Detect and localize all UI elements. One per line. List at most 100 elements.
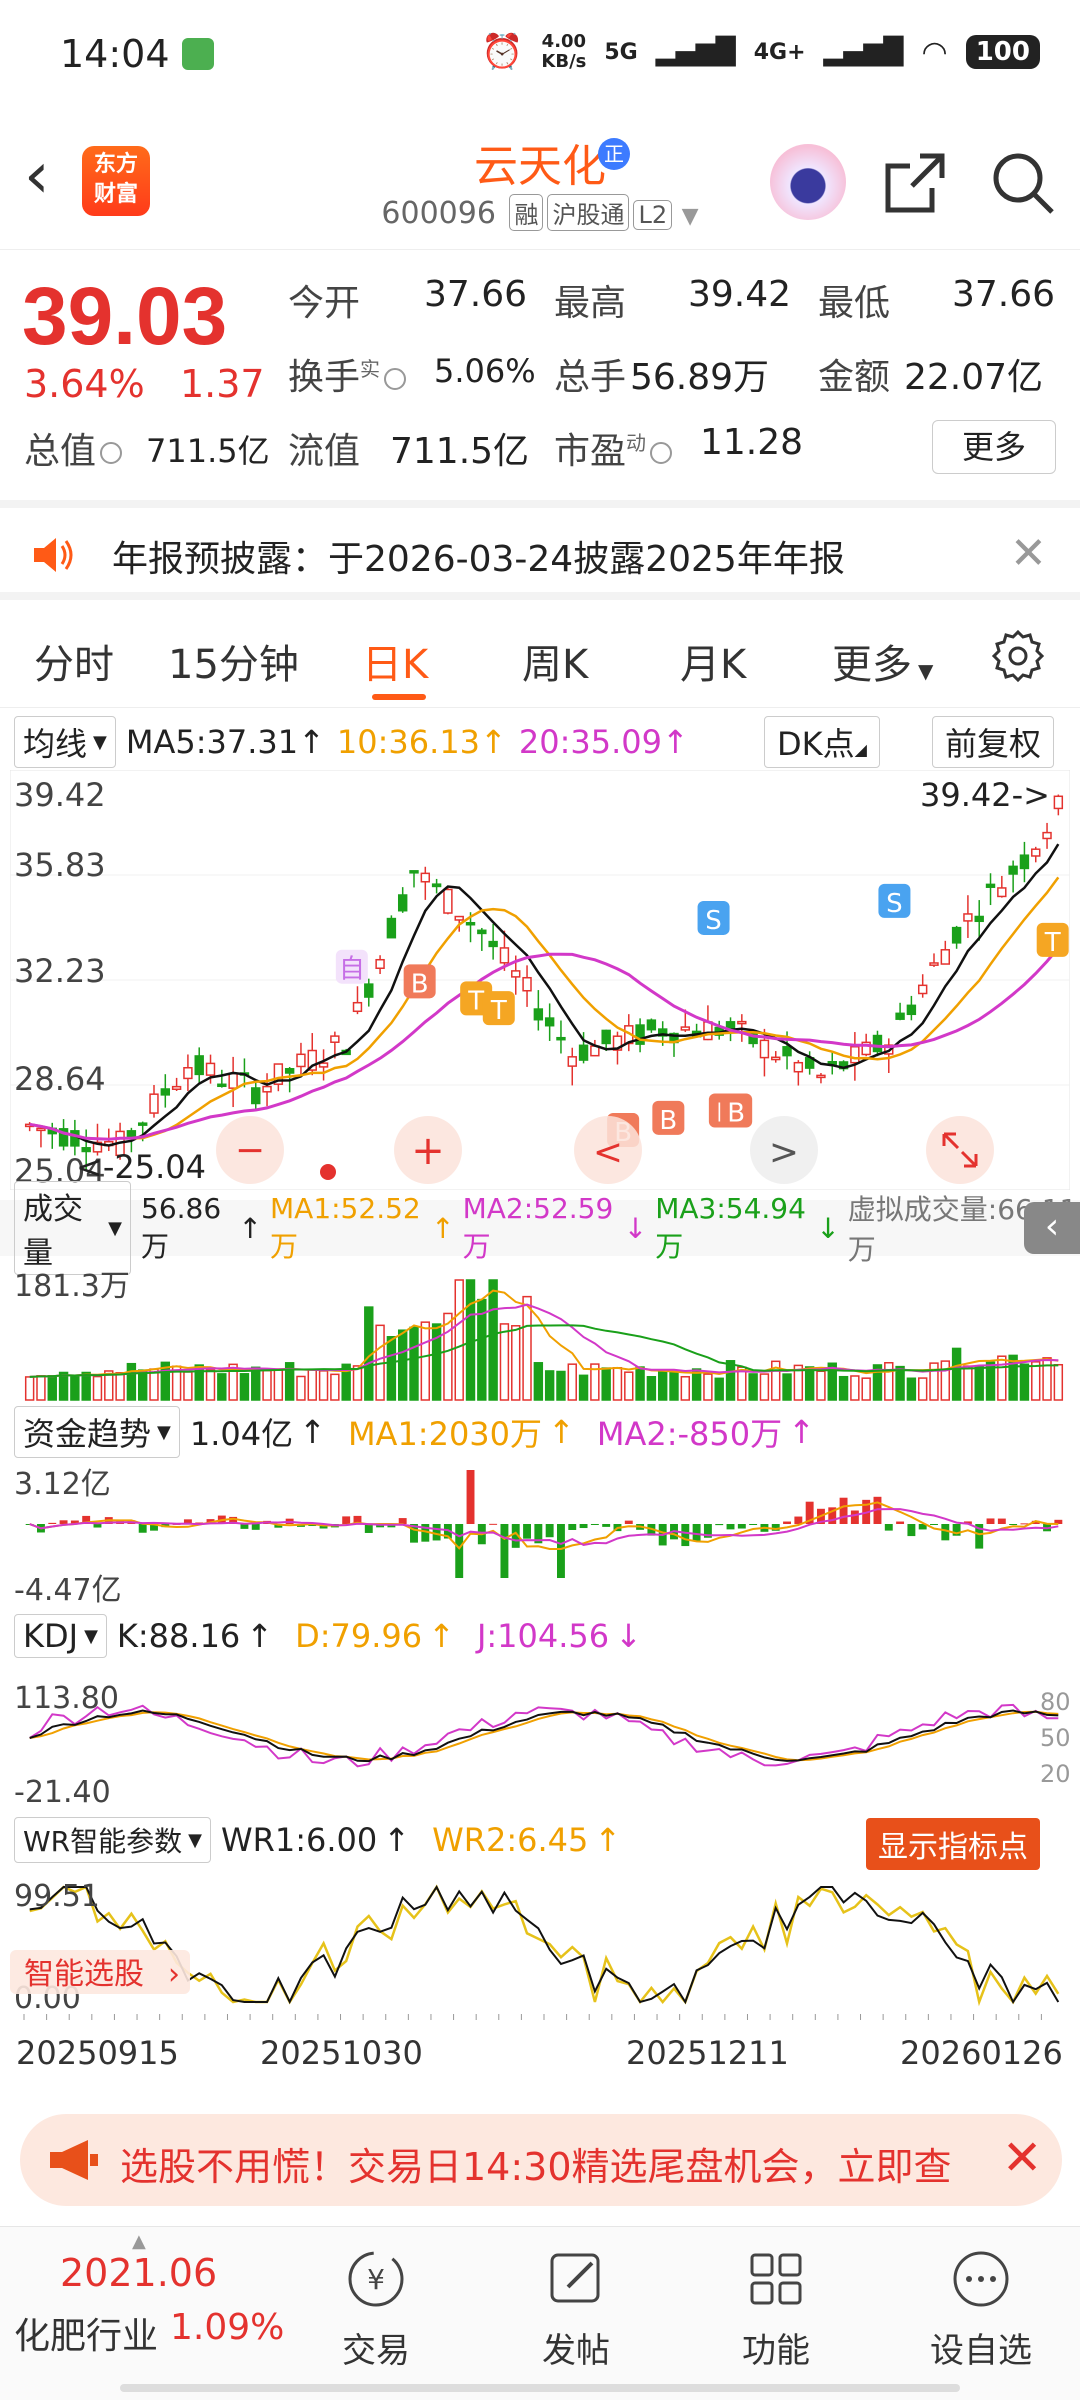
volume-bar [1019,1363,1030,1401]
dk-button[interactable]: DK点◢ [764,716,880,768]
kdj-ref-80: 80 [1040,1688,1070,1716]
volume-ma3-line [29,1324,1059,1378]
volume-bar [104,1370,114,1401]
volume-bar [81,1371,91,1401]
up-arrow-icon: ↑ [299,1413,326,1451]
volume-bar [318,1370,329,1401]
side-panel-toggle-icon[interactable]: ‹ [1024,1202,1080,1254]
volume-selector[interactable]: 成交量 ▼ [14,1181,132,1275]
zoom-out-icon: − [235,1130,265,1171]
tab-timeshare[interactable]: 分时 [34,642,114,688]
signal-badge [403,964,436,999]
scroll-right-button[interactable] [750,1116,818,1184]
ma10-value: 10:36.13 [336,723,481,761]
more-button[interactable]: 更多 [932,420,1056,474]
eastmoney-logo-icon[interactable]: 东方 财富 [82,146,150,216]
fullscreen-button[interactable] [926,1116,994,1184]
candle-body [228,1072,238,1089]
caret-down-icon: ▼ [93,731,107,753]
back-icon[interactable]: ‹ [24,139,50,213]
promo-banner[interactable]: 选股不用慌！交易日14:30精选尾盘机会，立即查 ✕ [20,2114,1062,2206]
low-marker: <-25.04 [76,1148,206,1186]
kline-ma-lines [29,843,1060,1147]
show-points-button[interactable]: 显示指标点 [866,1818,1040,1870]
candle-body [771,1056,781,1061]
wr-chart: 99.51 0.00 智能选股 › [10,1879,1060,2012]
tab-daily-k[interactable]: 日K [362,642,429,688]
info-icon[interactable] [384,368,407,390]
candle-body [793,1061,804,1073]
candle-body [511,970,521,978]
nav-add-watchlist[interactable]: 设自选 [916,2247,1046,2372]
fund-trend-selector[interactable]: 资金趋势 ▼ [14,1406,180,1458]
candle-body [171,1085,182,1090]
assistant-robot-icon[interactable] [770,144,846,220]
search-icon[interactable] [988,148,1058,218]
volume-bar [850,1375,860,1401]
candle-body [499,947,510,964]
industry-index-value[interactable]: 2021.06 [60,2251,218,2295]
tab-more[interactable]: 更多 ▼ [832,632,933,690]
nav-trade[interactable]: ¥ 交易 [316,2247,436,2372]
fund-bar [771,1524,780,1531]
industry-name[interactable]: 化肥行业 [14,2316,159,2357]
tab-monthly-k[interactable]: 月K [680,642,747,688]
zoom-in-button[interactable] [394,1116,462,1184]
signal-label: B [727,1099,745,1129]
nav-post[interactable]: 发帖 [516,2247,636,2372]
fund-bar [590,1524,599,1525]
ma10-line [29,876,1060,1141]
chevron-right-icon: › [168,1957,180,1992]
up-arrow-icon: ↑ [788,1413,815,1451]
volume-bar [296,1375,306,1401]
zoom-out-button[interactable] [216,1116,284,1184]
kdj-top-label: 113.80 [14,1681,119,1716]
candle-body [759,1039,770,1059]
scroll-left-button[interactable] [574,1116,642,1184]
wr-selector[interactable]: WR智能参数 ▼ [14,1817,211,1863]
fund-bar [624,1520,633,1524]
stock-code-row[interactable]: 600096 融沪股通 L2 ▼ [0,194,1080,231]
last-price: 39.03 [22,271,228,362]
volume-bar [624,1371,634,1401]
wr1-line [29,1884,1060,2005]
candle-body [431,883,442,888]
volume-bar [691,1368,702,1401]
tab-weekly-k[interactable]: 周K [522,642,589,688]
smart-pick-button[interactable] [10,1950,190,1994]
kdj-selector[interactable]: KDJ ▼ [14,1614,107,1658]
open-label: 今开 [288,283,361,324]
volume-bar [239,1373,250,1401]
notice-bar[interactable]: 年报预披露：于2026-03-24披露2025年年报 ✕ [0,500,1080,600]
volume-max-label: 181.3万 [14,1269,130,1304]
megaphone-icon [50,2140,98,2180]
close-icon[interactable]: ✕ [1002,2130,1043,2186]
adjust-button[interactable]: 前复权 [932,716,1055,768]
turnover-sup: 实 [360,357,381,381]
volume-bar [284,1362,295,1401]
signal-badge [652,1100,685,1135]
y-label-3: 32.23 [14,952,106,990]
candle-body [352,1001,363,1013]
volume-bar [36,1375,46,1401]
info-icon[interactable] [100,442,123,464]
fund-bar [896,1521,905,1524]
turnover-value: 5.06% [434,352,536,390]
kline-chart[interactable]: 自BTTSSBBBBT 39.42 35.83 32.23 28.64 25.0… [10,770,1070,1190]
date-ticks [23,2014,1042,2020]
signal-5g: 5G [604,39,638,65]
nav-functions[interactable]: 功能 [716,2247,836,2372]
wr-top-label: 99.51 [14,1879,100,1914]
candle-body [477,929,487,935]
fund-bar [93,1524,102,1528]
share-icon[interactable] [880,148,950,218]
ma-selector[interactable]: 均线 ▼ [14,716,116,768]
close-icon[interactable]: ✕ [1010,528,1047,579]
info-icon[interactable] [650,442,673,464]
gear-icon[interactable] [990,628,1046,684]
kline-grid [10,874,1070,1086]
candle-body [70,1130,80,1147]
tab-15min[interactable]: 15分钟 [168,642,299,688]
kdj-chart: 113.80 -21.40 80 50 20 [14,1681,1070,1808]
ma-selector-label: 均线 [23,725,88,763]
